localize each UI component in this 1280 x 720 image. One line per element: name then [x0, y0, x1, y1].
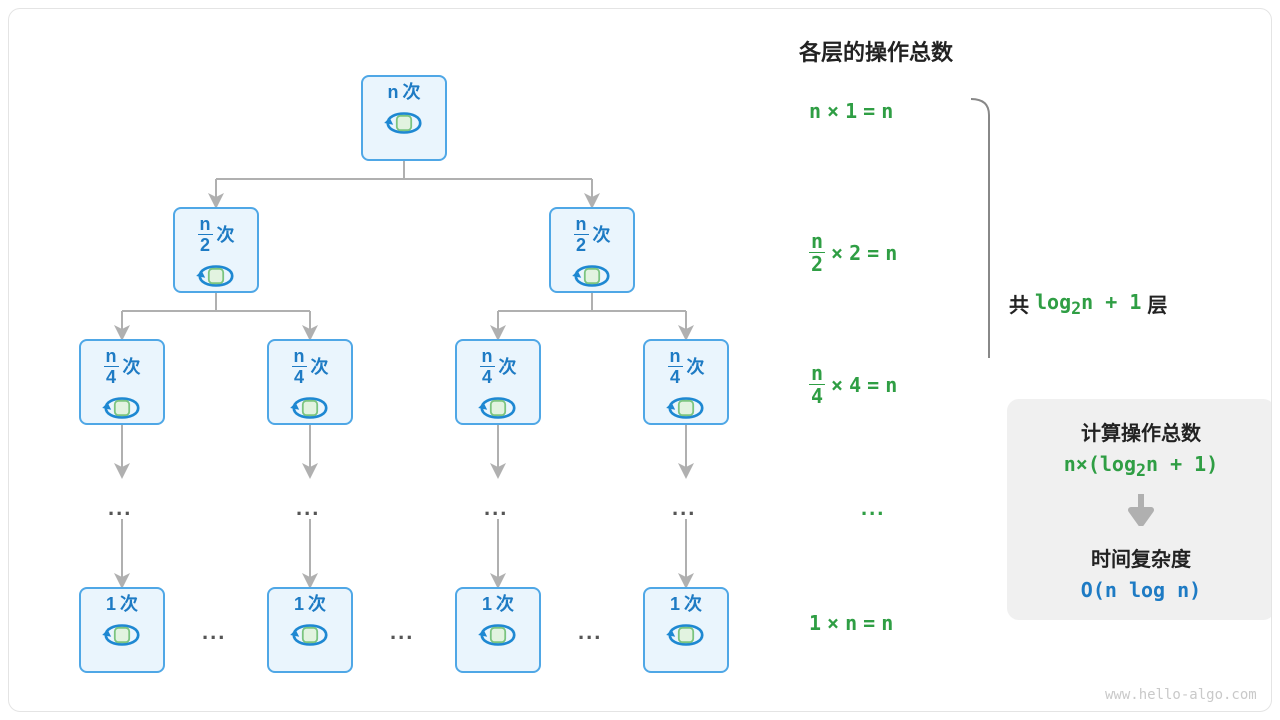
loop-icon	[188, 258, 244, 294]
tree-node: 1次	[455, 587, 541, 673]
level-equation: 1×n=n	[809, 611, 893, 635]
loop-icon	[282, 617, 338, 653]
ellipsis: ...	[484, 495, 508, 521]
calc-formula-2: O(n log n)	[1027, 578, 1255, 602]
tree-node: 1次	[79, 587, 165, 673]
loop-icon	[376, 105, 432, 141]
tree-node: 1次	[643, 587, 729, 673]
tree-node: 1次	[267, 587, 353, 673]
watermark: www.hello-algo.com	[1105, 687, 1257, 703]
loop-icon	[470, 617, 526, 653]
calc-formula-1: n×(log2n + 1)	[1027, 452, 1255, 480]
loop-icon	[94, 617, 150, 653]
title: 各层的操作总数	[799, 35, 953, 67]
tree-node: n2次	[173, 207, 259, 293]
loop-icon	[564, 258, 620, 294]
ellipsis: ...	[578, 619, 602, 645]
tree-node: n次	[361, 75, 447, 161]
down-arrow-icon	[1027, 492, 1255, 531]
level-equation: n4×4=n	[809, 363, 897, 406]
tree-node: n4次	[455, 339, 541, 425]
ellipsis: ...	[672, 495, 696, 521]
tree-node: n4次	[643, 339, 729, 425]
diagram-frame: 各层的操作总数 n次 n2次 n2次 n4次 n4次 n4次	[8, 8, 1272, 712]
loop-icon	[282, 390, 338, 426]
calc-title-2: 时间复杂度	[1027, 543, 1255, 572]
ellipsis: ...	[202, 619, 226, 645]
level-equation: n×1=n	[809, 99, 893, 123]
loop-icon	[658, 617, 714, 653]
ellipsis: ...	[390, 619, 414, 645]
tree-node: n4次	[267, 339, 353, 425]
ellipsis: ...	[108, 495, 132, 521]
tree-node: n4次	[79, 339, 165, 425]
ellipsis: ...	[296, 495, 320, 521]
loop-icon	[94, 390, 150, 426]
loop-icon	[658, 390, 714, 426]
ellipsis: ...	[861, 495, 885, 521]
level-equation: n2×2=n	[809, 231, 897, 274]
loop-icon	[470, 390, 526, 426]
calculation-box: 计算操作总数 n×(log2n + 1) 时间复杂度 O(n log n)	[1007, 399, 1272, 620]
tree-node: n2次	[549, 207, 635, 293]
calc-title-1: 计算操作总数	[1027, 417, 1255, 446]
layers-count-label: 共 log2n + 1 层	[1009, 289, 1167, 318]
